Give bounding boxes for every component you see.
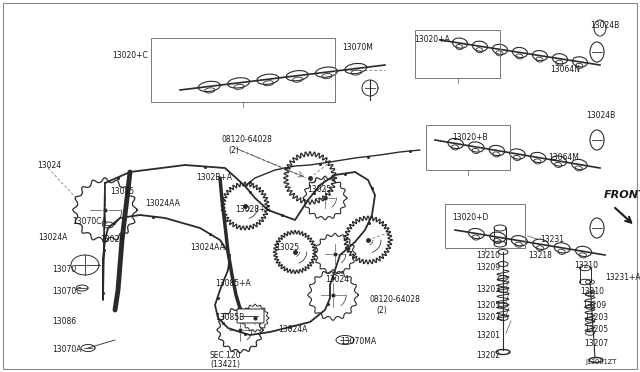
Text: 08120-64028: 08120-64028 bbox=[370, 295, 421, 305]
Text: (2): (2) bbox=[228, 145, 239, 154]
Text: (13421): (13421) bbox=[210, 360, 240, 369]
Text: 13085+A: 13085+A bbox=[215, 279, 251, 289]
Text: 13085: 13085 bbox=[110, 187, 134, 196]
Text: 13070M: 13070M bbox=[342, 44, 373, 52]
Text: 13201: 13201 bbox=[476, 331, 500, 340]
Text: (2): (2) bbox=[376, 305, 387, 314]
Text: 13024AA: 13024AA bbox=[190, 244, 225, 253]
Text: 13218: 13218 bbox=[528, 251, 552, 260]
Text: 13205: 13205 bbox=[476, 301, 500, 310]
Text: 13028: 13028 bbox=[100, 235, 124, 244]
Text: 13209: 13209 bbox=[476, 263, 500, 273]
Text: 08120-64028: 08120-64028 bbox=[222, 135, 273, 144]
Text: 13020+A: 13020+A bbox=[414, 35, 450, 45]
Text: 13020+B: 13020+B bbox=[452, 134, 488, 142]
Text: 13231+A: 13231+A bbox=[605, 273, 640, 282]
FancyBboxPatch shape bbox=[237, 309, 264, 323]
Text: 13024B: 13024B bbox=[590, 20, 620, 29]
Text: J13001ZT: J13001ZT bbox=[585, 359, 616, 365]
Bar bbox=[426, 125, 510, 170]
Text: 13210: 13210 bbox=[580, 288, 604, 296]
Text: 13231: 13231 bbox=[540, 235, 564, 244]
Text: 13028+A: 13028+A bbox=[235, 205, 271, 215]
Text: FRONT: FRONT bbox=[604, 190, 640, 200]
Text: 13070MA: 13070MA bbox=[340, 337, 376, 346]
Text: 13203: 13203 bbox=[476, 285, 500, 295]
Text: 13024: 13024 bbox=[325, 276, 349, 285]
Bar bbox=[151, 38, 335, 102]
Text: 13025: 13025 bbox=[307, 186, 331, 195]
Text: 13024B: 13024B bbox=[586, 110, 615, 119]
Text: 13064M: 13064M bbox=[548, 154, 579, 163]
Text: 13070: 13070 bbox=[52, 266, 76, 275]
Bar bbox=[415, 30, 500, 78]
Text: 13070CA: 13070CA bbox=[72, 218, 107, 227]
Text: 13203: 13203 bbox=[584, 314, 608, 323]
Text: 13020+D: 13020+D bbox=[452, 214, 488, 222]
Text: 13070C: 13070C bbox=[52, 288, 81, 296]
Text: 13207: 13207 bbox=[584, 339, 608, 347]
Bar bbox=[445, 204, 525, 248]
Text: 13202: 13202 bbox=[476, 350, 500, 359]
Text: 13024: 13024 bbox=[37, 160, 61, 170]
Text: 13025: 13025 bbox=[275, 244, 299, 253]
Text: 13024AA: 13024AA bbox=[145, 199, 180, 208]
Text: 13205: 13205 bbox=[584, 326, 608, 334]
Text: SEC.120: SEC.120 bbox=[209, 350, 241, 359]
Text: 13020+C: 13020+C bbox=[112, 51, 148, 61]
Text: 13064N: 13064N bbox=[550, 65, 580, 74]
Text: 13024A: 13024A bbox=[278, 326, 307, 334]
Text: 13210: 13210 bbox=[476, 251, 500, 260]
Text: 13210: 13210 bbox=[574, 260, 598, 269]
Text: 1302B+A: 1302B+A bbox=[196, 173, 232, 183]
Text: 13207: 13207 bbox=[476, 314, 500, 323]
Text: 13070A: 13070A bbox=[52, 346, 81, 355]
Text: 13024A: 13024A bbox=[38, 234, 67, 243]
Text: 13209: 13209 bbox=[582, 301, 606, 310]
Text: 13085B: 13085B bbox=[215, 314, 244, 323]
Text: 13086: 13086 bbox=[52, 317, 76, 327]
